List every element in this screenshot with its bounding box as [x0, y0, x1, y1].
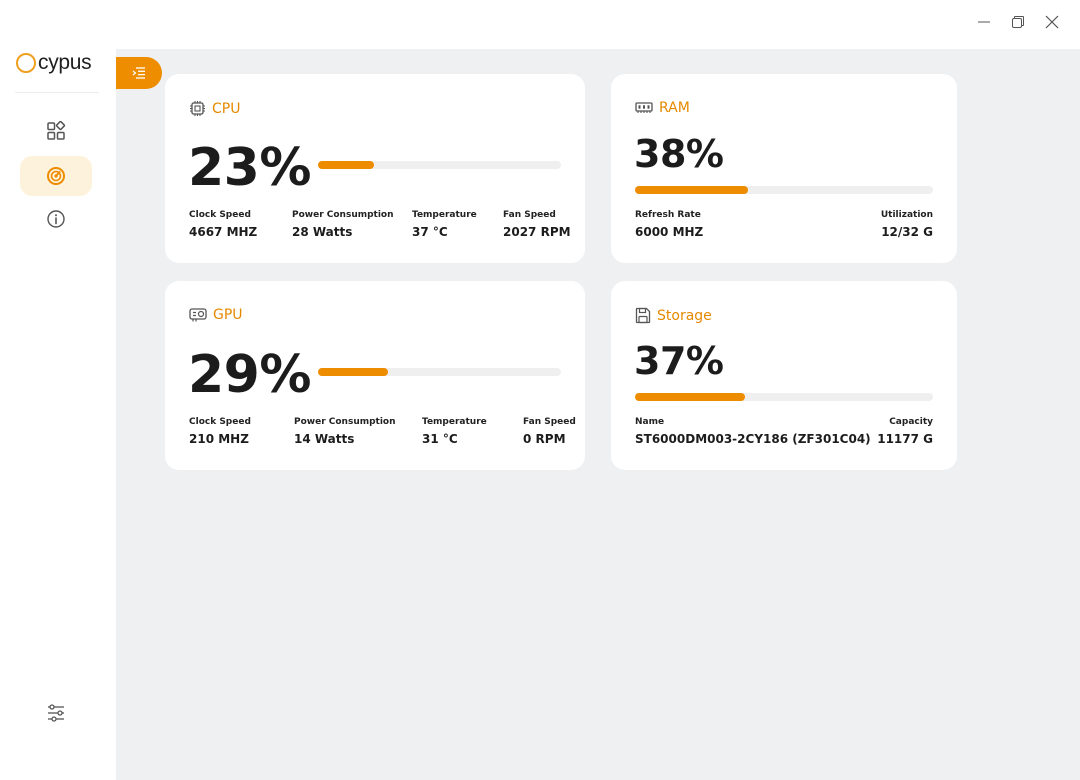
logo-ring-icon: [16, 53, 36, 73]
app-logo: cypus: [16, 49, 92, 77]
close-icon[interactable]: [1038, 8, 1066, 36]
stat-label: Clock Speed: [189, 417, 251, 427]
ram-usage-bar: [635, 186, 933, 194]
main-content: CPU 23% Clock Speed 4667 MHZ Power Consu…: [116, 49, 1080, 780]
stat-value: 2027 RPM: [503, 225, 571, 239]
stat-value: 28 Watts: [292, 225, 353, 239]
sidebar-item-monitor[interactable]: [20, 156, 92, 196]
cpu-usage-fill: [318, 161, 374, 169]
stat-label: Clock Speed: [189, 210, 251, 220]
stat-label: Fan Speed: [523, 417, 576, 427]
gpu-card: GPU 29% Clock Speed 210 MHZ Power Consum…: [165, 281, 585, 470]
cpu-card: CPU 23% Clock Speed 4667 MHZ Power Consu…: [165, 74, 585, 263]
gpu-stat-temperature: Temperature 31 °C: [422, 417, 487, 446]
stat-value: 6000 MHZ: [635, 225, 704, 239]
gpu-icon: [189, 308, 207, 322]
restore-icon[interactable]: [1004, 8, 1032, 36]
stat-label: Refresh Rate: [635, 210, 701, 220]
stat-value: 14 Watts: [294, 432, 355, 446]
app-name: cypus: [38, 51, 92, 74]
menu-collapse-icon: [132, 67, 145, 79]
stat-label: Temperature: [412, 210, 477, 220]
cpu-title: CPU: [212, 100, 241, 117]
storage-stat-capacity: Capacity 11177 G: [877, 417, 933, 446]
sidebar-item-info[interactable]: [20, 199, 92, 239]
ram-title: RAM: [659, 100, 690, 116]
cpu-percent: 23%: [188, 138, 311, 198]
gpu-stat-fan: Fan Speed 0 RPM: [523, 417, 576, 446]
stat-label: Utilization: [880, 210, 933, 220]
gpu-usage-fill: [318, 368, 389, 376]
speedometer-icon: [47, 167, 65, 185]
storage-usage-fill: [635, 393, 746, 401]
sidebar-toggle-button[interactable]: [116, 57, 162, 89]
cpu-stat-fan: Fan Speed 2027 RPM: [503, 210, 571, 239]
sidebar-item-settings[interactable]: [20, 693, 92, 733]
stat-label: Temperature: [422, 417, 487, 427]
storage-title: Storage: [657, 307, 712, 324]
cpu-stat-power: Power Consumption 28 Watts: [292, 210, 394, 239]
info-icon: [47, 210, 65, 228]
stat-value: 11177 G: [877, 432, 933, 446]
cpu-icon: [190, 101, 205, 116]
gpu-title: GPU: [213, 307, 243, 323]
storage-percent: 37%: [634, 339, 724, 383]
ram-card-header: RAM: [635, 100, 690, 116]
storage-stat-name: Name ST6000DM003-2CY186 (ZF301C04): [635, 417, 871, 446]
dashboard-icon: [47, 121, 66, 140]
gpu-card-header: GPU: [189, 307, 243, 323]
window-controls: [970, 8, 1066, 36]
ram-stat-refresh: Refresh Rate 6000 MHZ: [635, 210, 703, 239]
ram-stat-utilization: Utilization 12/32 G: [881, 210, 933, 239]
stat-value: 210 MHZ: [189, 432, 249, 446]
gpu-stat-clock: Clock Speed 210 MHZ: [189, 417, 251, 446]
sidebar-item-dashboard[interactable]: [20, 111, 92, 151]
stat-label: Capacity: [889, 417, 933, 427]
stat-label: Name: [635, 417, 665, 427]
storage-card-header: Storage: [635, 307, 712, 324]
cpu-stat-temperature: Temperature 37 °C: [412, 210, 477, 239]
stat-label: Power Consumption: [292, 210, 394, 220]
gpu-usage-bar: [318, 368, 561, 376]
storage-card: Storage 37% Name ST6000DM003-2CY186 (ZF3…: [611, 281, 957, 470]
stat-label: Fan Speed: [503, 210, 556, 220]
stat-label: Power Consumption: [294, 417, 396, 427]
cpu-card-header: CPU: [189, 100, 240, 117]
storage-icon: [635, 307, 651, 324]
cpu-stat-clock: Clock Speed 4667 MHZ: [189, 210, 257, 239]
ram-card: RAM 38% Refresh Rate 6000 MHZ Utilizatio…: [611, 74, 957, 263]
gpu-stat-power: Power Consumption 14 Watts: [294, 417, 396, 446]
stat-value: 0 RPM: [523, 432, 566, 446]
stat-value: 31 °C: [422, 432, 458, 446]
stat-value: ST6000DM003-2CY186 (ZF301C04): [635, 432, 871, 446]
memory-icon: [635, 102, 653, 113]
sidebar: cypus: [0, 0, 116, 780]
stat-value: 12/32 G: [881, 225, 933, 239]
cpu-usage-bar: [318, 161, 561, 169]
minimize-icon[interactable]: [970, 8, 998, 36]
sidebar-divider: [15, 92, 99, 93]
gpu-percent: 29%: [188, 345, 311, 405]
stat-value: 4667 MHZ: [189, 225, 258, 239]
ram-usage-fill: [635, 186, 749, 194]
stat-value: 37 °C: [412, 225, 448, 239]
storage-usage-bar: [635, 393, 933, 401]
ram-percent: 38%: [634, 132, 724, 176]
settings-sliders-icon: [48, 704, 64, 722]
